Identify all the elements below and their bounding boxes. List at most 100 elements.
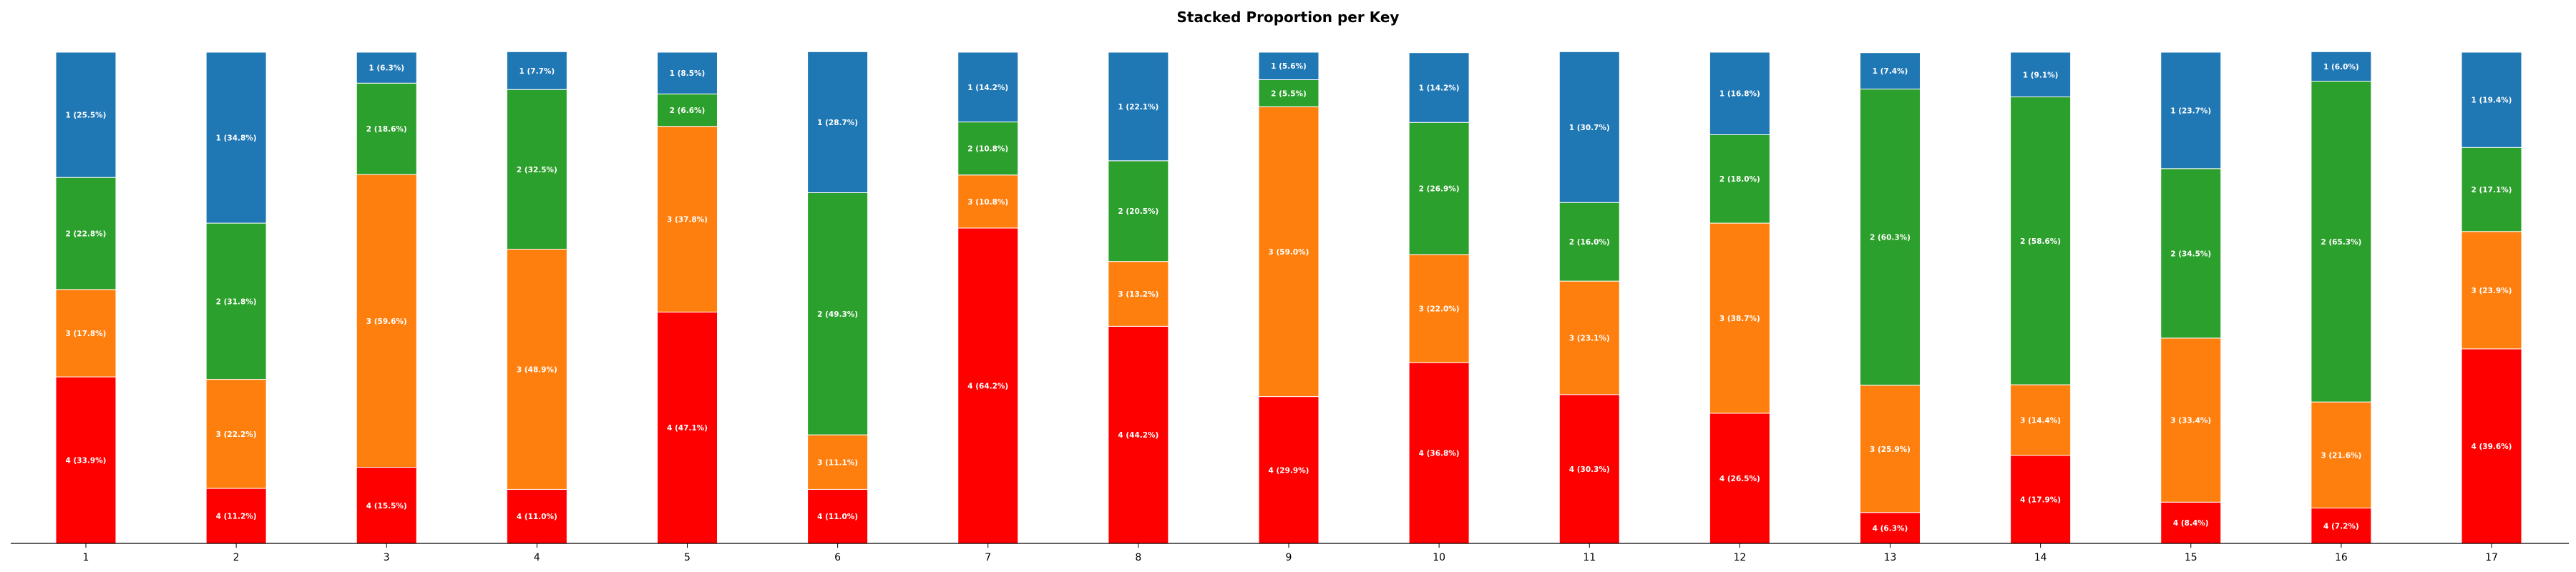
segment-label-6-series-3: 3 (11.1%) — [817, 458, 858, 467]
x-tick-label-5: 5 — [684, 552, 691, 563]
segment-label-5-series-1: 1 (8.5%) — [670, 69, 706, 78]
bar-segment-12-series-2 — [1709, 134, 1770, 224]
x-tick-label-3: 3 — [384, 552, 390, 563]
segment-label-15-series-3: 3 (33.4%) — [2170, 417, 2211, 425]
bar-segment-12-series-1 — [1709, 51, 1770, 135]
bar-segment-4-series-2 — [506, 89, 567, 250]
bar-segment-16-series-1 — [2311, 51, 2372, 82]
segment-label-13-series-1: 1 (7.4%) — [1873, 67, 1908, 76]
bar-segment-9-series-1 — [1258, 51, 1319, 80]
segment-label-5-series-4: 4 (47.1%) — [667, 424, 708, 433]
x-tick-label-10: 10 — [1433, 552, 1445, 563]
segment-label-5-series-3: 3 (37.8%) — [667, 216, 708, 225]
x-tick-label-17: 17 — [2485, 552, 2498, 563]
bar-segment-4-series-4 — [506, 488, 567, 544]
segment-label-7-series-2: 2 (10.8%) — [967, 145, 1008, 154]
bar-segment-12-series-4 — [1709, 413, 1770, 544]
bar-segment-2-series-4 — [205, 488, 267, 544]
segment-label-16-series-4: 4 (7.2%) — [2323, 522, 2359, 531]
segment-label-16-series-1: 1 (6.0%) — [2323, 63, 2359, 72]
x-tick-label-15: 15 — [2185, 552, 2197, 563]
segment-label-9-series-3: 3 (59.0%) — [1269, 248, 1309, 257]
segment-label-2-series-2: 2 (31.8%) — [216, 297, 257, 306]
segment-label-11-series-2: 2 (16.0%) — [1569, 238, 1610, 247]
bar-segment-10-series-4 — [1408, 362, 1470, 544]
segment-label-14-series-1: 1 (9.1%) — [2023, 71, 2059, 79]
bar-segment-2-series-3 — [205, 379, 267, 489]
bar-segment-4-series-1 — [506, 51, 567, 90]
bar-segment-9-series-2 — [1258, 79, 1319, 107]
bar-segment-11-series-1 — [1558, 51, 1620, 203]
segment-label-10-series-2: 2 (26.9%) — [1419, 185, 1460, 194]
bar-segment-5-series-3 — [657, 126, 718, 312]
segment-label-4-series-2: 2 (32.5%) — [517, 166, 557, 174]
bar-segment-1-series-1 — [55, 51, 117, 178]
x-ticks-layer: 1 2 3 4 5 6 7 8 9 10 11 12 13 14 15 16 17 — [83, 543, 2498, 563]
x-tick-label-2: 2 — [233, 552, 240, 563]
segment-label-13-series-2: 2 (60.3%) — [1870, 234, 1911, 242]
chart-title: Stacked Proportion per Key — [1177, 9, 1400, 26]
segment-label-14-series-2: 2 (58.6%) — [2020, 237, 2061, 246]
x-tick-label-14: 14 — [2034, 552, 2047, 563]
bar-segment-17-series-2 — [2461, 147, 2522, 232]
segment-label-6-series-1: 1 (28.7%) — [817, 119, 858, 127]
segment-label-17-series-3: 3 (23.9%) — [2472, 287, 2512, 295]
segment-label-1-series-2: 2 (22.8%) — [66, 230, 107, 239]
bar-segment-2-series-2 — [205, 222, 267, 380]
bar-segment-15-series-1 — [2160, 51, 2222, 169]
bar-segment-3-series-1 — [356, 51, 417, 84]
segment-label-2-series-4: 4 (11.2%) — [216, 513, 257, 521]
segment-label-11-series-3: 3 (23.1%) — [1569, 334, 1610, 342]
bar-segment-8-series-1 — [1108, 51, 1169, 162]
x-tick-label-7: 7 — [985, 552, 991, 563]
segment-label-12-series-4: 4 (26.5%) — [1719, 475, 1760, 483]
segment-label-11-series-1: 1 (30.7%) — [1569, 124, 1610, 132]
bar-segment-7-series-4 — [957, 227, 1019, 544]
bar-segment-16-series-4 — [2311, 508, 2372, 544]
segment-label-10-series-3: 3 (22.0%) — [1419, 305, 1460, 314]
bar-segment-1-series-3 — [55, 289, 117, 378]
bars-layer — [55, 51, 2522, 544]
segment-label-7-series-4: 4 (64.2%) — [967, 382, 1008, 390]
bar-segment-14-series-1 — [2010, 51, 2072, 98]
x-tick-label-6: 6 — [834, 552, 841, 563]
segment-label-16-series-3: 3 (21.6%) — [2321, 451, 2361, 460]
bar-segment-7-series-2 — [957, 122, 1019, 176]
bar-segment-13-series-1 — [1860, 52, 1921, 90]
x-tick-label-9: 9 — [1286, 552, 1292, 563]
segment-label-12-series-2: 2 (18.0%) — [1719, 175, 1760, 184]
bar-segment-5-series-2 — [657, 93, 718, 127]
segment-label-17-series-2: 2 (17.1%) — [2472, 186, 2512, 194]
bar-segment-11-series-3 — [1558, 280, 1620, 395]
x-tick-label-4: 4 — [534, 552, 540, 563]
bar-segment-15-series-3 — [2160, 337, 2222, 503]
bar-segment-8-series-3 — [1108, 261, 1169, 327]
segment-label-8-series-2: 2 (20.5%) — [1118, 207, 1158, 216]
segment-label-1-series-4: 4 (33.9%) — [66, 457, 107, 465]
segment-label-3-series-4: 4 (15.5%) — [366, 502, 407, 511]
segment-label-7-series-1: 1 (14.2%) — [967, 84, 1008, 92]
bar-segment-14-series-4 — [2010, 455, 2072, 544]
bar-segment-6-series-1 — [807, 51, 869, 193]
bar-segment-16-series-3 — [2311, 401, 2372, 509]
segment-label-13-series-3: 3 (25.9%) — [1870, 445, 1911, 454]
bar-segment-3-series-2 — [356, 82, 417, 175]
segment-label-4-series-1: 1 (7.7%) — [519, 67, 555, 76]
segment-label-7-series-3: 3 (10.8%) — [967, 198, 1008, 207]
bar-segment-14-series-3 — [2010, 384, 2072, 456]
segment-label-1-series-1: 1 (25.5%) — [66, 112, 107, 120]
x-tick-label-8: 8 — [1135, 552, 1141, 563]
bar-segment-13-series-3 — [1860, 385, 1921, 513]
bar-segment-5-series-1 — [657, 51, 718, 94]
segment-label-11-series-4: 4 (30.3%) — [1569, 465, 1610, 474]
segment-label-1-series-3: 3 (17.8%) — [66, 330, 107, 338]
bar-segment-2-series-1 — [205, 51, 267, 224]
segment-label-12-series-1: 1 (16.8%) — [1719, 90, 1760, 99]
bar-segment-12-series-3 — [1709, 222, 1770, 414]
x-tick-label-16: 16 — [2335, 552, 2348, 563]
segment-label-13-series-4: 4 (6.3%) — [1873, 524, 1908, 533]
bar-segment-7-series-1 — [957, 51, 1019, 123]
segment-label-8-series-3: 3 (13.2%) — [1118, 290, 1158, 299]
bar-segment-13-series-4 — [1860, 512, 1921, 544]
bar-segment-5-series-4 — [657, 311, 718, 544]
